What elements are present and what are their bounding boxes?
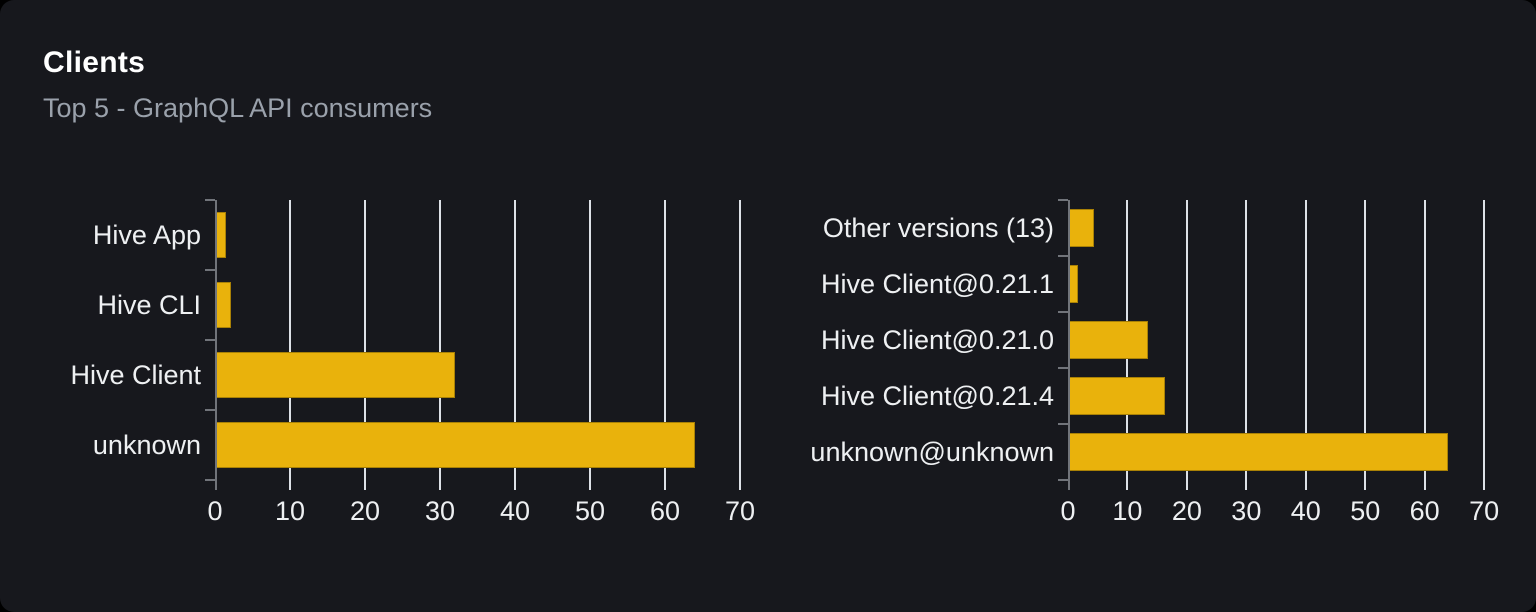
category-label-3: Hive Client@0.21.4 — [820, 380, 1054, 411]
gridline-50 — [589, 200, 591, 490]
gridline-30 — [1245, 200, 1248, 490]
bar-0 — [1068, 209, 1094, 247]
gridline-40 — [1304, 200, 1307, 490]
x-tick-label-30: 30 — [1231, 496, 1262, 526]
category-band-3 — [1068, 368, 1496, 424]
y-axis-tick-3 — [205, 409, 215, 411]
y-axis-tick-4 — [1058, 423, 1068, 425]
x-axis: 0 10 20 30 40 50 60 70 — [207, 480, 756, 530]
category-band-1 — [215, 270, 755, 340]
x-tick-label-40: 40 — [499, 496, 531, 526]
bars-layer — [1068, 200, 1496, 480]
bar-0 — [215, 211, 226, 259]
x-tick-label-10: 10 — [274, 496, 306, 526]
y-axis-tick-0 — [205, 199, 215, 201]
y-axis-tick-3 — [1058, 367, 1068, 369]
x-tick-label-20: 20 — [1171, 496, 1202, 526]
gridline-20 — [1185, 200, 1188, 490]
category-label-1: Hive Client@0.21.1 — [820, 268, 1054, 299]
x-tick-label-60: 60 — [649, 496, 681, 526]
gridline-50 — [1364, 200, 1367, 490]
category-band-2 — [215, 340, 755, 410]
clients-by-name-chart: Hive App Hive CLI Hive Client unknown 0 10 20… — [50, 199, 756, 530]
x-axis: 0 10 20 30 40 50 60 70 — [1060, 480, 1500, 530]
category-label-0: Other versions (13) — [822, 212, 1054, 243]
x-tick-label-30: 30 — [424, 496, 456, 526]
gridline-10 — [288, 200, 291, 490]
category-label-4: unknown@unknown — [810, 436, 1054, 467]
card-subtitle: Top 5 - GraphQL API consumers — [43, 93, 433, 123]
y-axis-tick-2 — [1058, 311, 1068, 313]
gridline-70 — [739, 200, 741, 490]
y-axis-tick-2 — [205, 339, 215, 341]
y-axis-tick-1 — [205, 269, 215, 271]
category-band-0 — [1068, 200, 1496, 256]
gridline-20 — [364, 200, 366, 490]
bar-2 — [1068, 321, 1149, 359]
x-tick-label-0: 0 — [1060, 496, 1076, 526]
gridline-60 — [664, 200, 666, 490]
bar-3 — [215, 421, 695, 469]
clients-by-version-chart: Other versions (13) Hive Client@0.21.1 Hiv… — [810, 199, 1500, 530]
plot-area: 0 10 20 30 40 50 60 70 — [1058, 199, 1500, 530]
bar-3 — [1068, 377, 1165, 415]
y-axis-line — [1068, 200, 1070, 490]
category-label-3: unknown — [92, 429, 201, 460]
plot — [205, 199, 755, 490]
gridline-60 — [1423, 200, 1426, 490]
x-tick-label-60: 60 — [1409, 496, 1440, 526]
card-header: Clients Top 5 - GraphQL API consumers — [0, 0, 1536, 124]
category-band-1 — [1068, 256, 1496, 312]
x-tick-label-0: 0 — [207, 496, 223, 526]
y-axis-category-labels: Hive App Hive CLI Hive Client unknown — [50, 200, 215, 480]
y-axis-tick-5 — [1058, 479, 1068, 481]
charts-row: Hive App Hive CLI Hive Client unknown 0 10 20… — [0, 199, 1536, 530]
y-axis-tick-4 — [205, 479, 215, 481]
y-axis-tick-1 — [1058, 255, 1068, 257]
gridline-40 — [514, 200, 516, 490]
x-tick-label-40: 40 — [1290, 496, 1321, 526]
category-band-2 — [1068, 312, 1496, 368]
bar-4 — [1068, 433, 1449, 471]
x-tick-label-20: 20 — [349, 496, 381, 526]
y-axis-category-labels: Other versions (13) Hive Client@0.21.1 Hiv… — [810, 200, 1068, 480]
x-tick-label-50: 50 — [1350, 496, 1381, 526]
x-tick-label-70: 70 — [724, 496, 756, 526]
category-label-0: Hive App — [92, 219, 201, 250]
bar-2 — [215, 351, 455, 399]
bar-1 — [215, 281, 231, 329]
bars-layer — [215, 200, 755, 480]
y-axis-line — [215, 200, 217, 490]
category-label-2: Hive Client@0.21.0 — [820, 324, 1054, 355]
bar-1 — [1068, 265, 1079, 303]
x-tick-label-50: 50 — [574, 496, 606, 526]
category-band-4 — [1068, 424, 1496, 480]
category-band-0 — [215, 200, 755, 270]
gridline-30 — [439, 200, 441, 490]
category-label-1: Hive CLI — [97, 289, 201, 320]
gridline-70 — [1483, 200, 1486, 490]
category-band-3 — [215, 410, 755, 480]
plot-area: 0 10 20 30 40 50 60 70 — [205, 199, 756, 530]
x-tick-label-70: 70 — [1469, 496, 1500, 526]
x-tick-label-10: 10 — [1112, 496, 1143, 526]
plot — [1058, 199, 1496, 490]
card-title: Clients — [43, 46, 146, 79]
category-label-2: Hive Client — [70, 359, 201, 390]
y-axis-tick-0 — [1058, 199, 1068, 201]
